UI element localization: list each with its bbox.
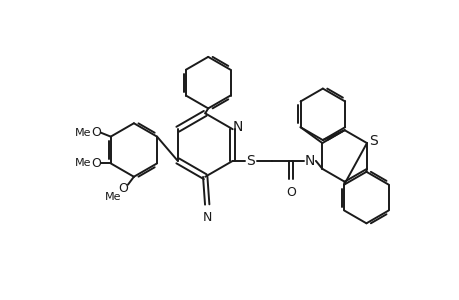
Text: O: O: [91, 157, 101, 170]
Text: S: S: [369, 134, 377, 148]
Text: Me: Me: [74, 128, 91, 138]
Text: N: N: [232, 120, 242, 134]
Text: S: S: [246, 154, 254, 168]
Text: N: N: [304, 154, 314, 168]
Text: O: O: [118, 182, 128, 195]
Text: Me: Me: [105, 192, 121, 202]
Text: O: O: [285, 186, 296, 199]
Text: O: O: [91, 126, 101, 139]
Text: N: N: [202, 212, 212, 224]
Text: Me: Me: [74, 158, 91, 168]
